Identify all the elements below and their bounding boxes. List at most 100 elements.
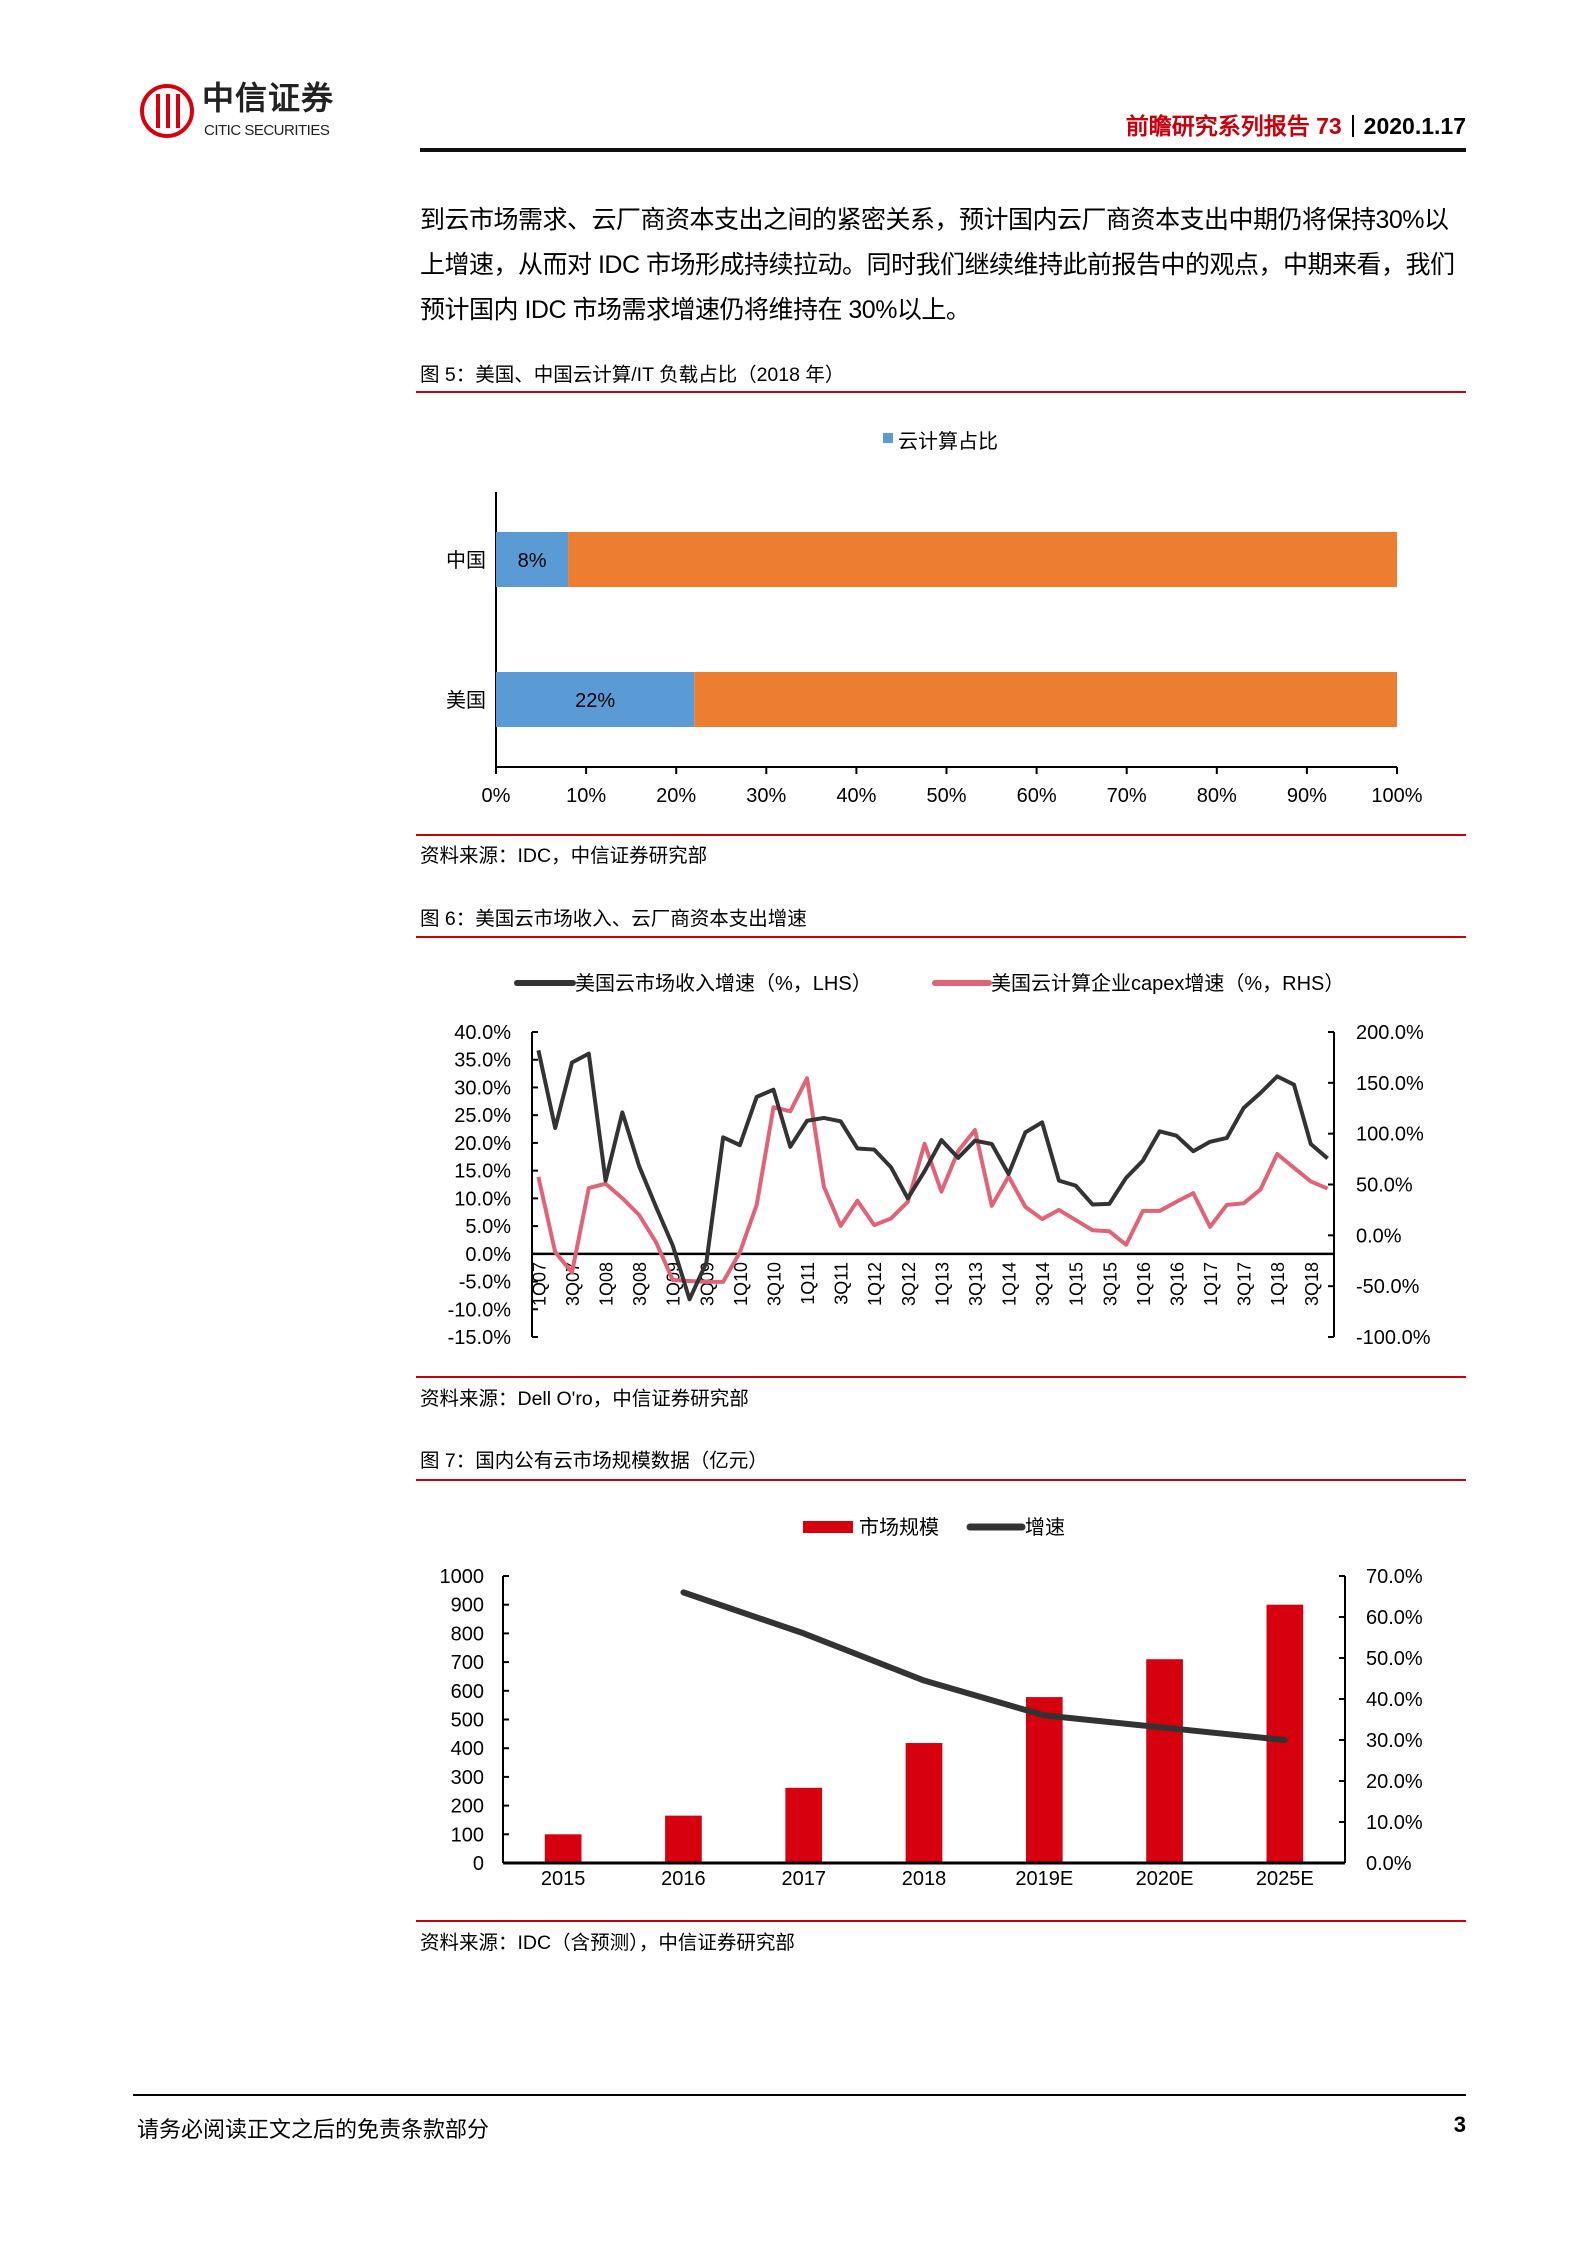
left-y-tick-label: 1000 — [440, 1566, 485, 1588]
legend-label-revenue: 美国云市场收入增速（%，LHS） — [575, 972, 872, 995]
left-y-tick-label: 400 — [451, 1738, 484, 1760]
right-y-tick-label: 50.0% — [1366, 1648, 1423, 1670]
right-y-tick-label: 10.0% — [1366, 1812, 1423, 1834]
data-label: 8% — [518, 550, 547, 572]
left-y-tick-label: 900 — [451, 1595, 484, 1617]
market-size-bar — [1146, 1659, 1183, 1863]
figure6-top-rule — [416, 936, 1466, 938]
x-tick-label: 1Q08 — [597, 1262, 617, 1306]
x-tick-label: 2018 — [902, 1868, 947, 1890]
right-y-tick-label: 20.0% — [1366, 1771, 1423, 1793]
category-label: 中国 — [446, 549, 486, 572]
report-date: 2020.1.17 — [1363, 113, 1466, 139]
left-y-tick-label: -10.0% — [448, 1299, 512, 1321]
figure6-bottom-rule — [416, 1376, 1466, 1378]
x-tick-label: 90% — [1287, 785, 1327, 807]
x-tick-label: 3Q17 — [1235, 1262, 1255, 1306]
series-title: 前瞻研究系列报告 73 — [1125, 113, 1342, 139]
bar-cloud-0 — [496, 532, 569, 587]
x-tick-label: 2015 — [541, 1868, 586, 1890]
left-y-tick-label: 0 — [473, 1853, 484, 1875]
footer-disclaimer: 请务必阅读正文之后的免责条款部分 — [137, 2117, 490, 2142]
x-tick-label: 30% — [746, 785, 786, 807]
x-tick-label: 1Q07 — [529, 1262, 549, 1306]
left-y-tick-label: 30.0% — [454, 1077, 511, 1099]
market-size-bar — [1025, 1697, 1063, 1863]
x-tick-label: 3Q15 — [1100, 1262, 1120, 1306]
revenue-growth-line — [536, 1049, 1329, 1302]
left-y-tick-label: 15.0% — [454, 1161, 511, 1183]
left-y-tick-label: 20.0% — [454, 1133, 511, 1155]
legend-label-size: 市场规模 — [859, 1516, 939, 1539]
x-tick-label: 2020E — [1136, 1868, 1194, 1890]
capex-growth-line — [536, 1076, 1329, 1284]
x-tick-label: 3Q14 — [1033, 1262, 1053, 1306]
x-tick-label: 2025E — [1256, 1868, 1314, 1890]
left-y-tick-label: 800 — [451, 1623, 484, 1645]
growth-line — [680, 1589, 1288, 1743]
right-y-tick-label: 0.0% — [1366, 1853, 1412, 1875]
x-tick-label: 2017 — [781, 1868, 826, 1890]
left-y-tick-label: 700 — [451, 1652, 484, 1674]
right-y-tick-label: 200.0% — [1356, 1022, 1424, 1044]
x-tick-label: 100% — [1371, 785, 1422, 807]
right-y-tick-label: 70.0% — [1366, 1566, 1423, 1588]
left-y-tick-label: 600 — [451, 1681, 484, 1703]
bar-other-0 — [568, 532, 1397, 587]
x-tick-label: 3Q12 — [899, 1262, 919, 1306]
right-y-tick-label: 40.0% — [1366, 1689, 1423, 1711]
left-y-tick-label: 25.0% — [454, 1105, 511, 1127]
x-tick-label: 80% — [1197, 785, 1237, 807]
logo-en: CITIC SECURITIES — [204, 122, 330, 139]
left-y-tick-label: 300 — [451, 1767, 484, 1789]
x-tick-label: 1Q16 — [1134, 1262, 1154, 1306]
left-y-tick-label: -5.0% — [459, 1272, 511, 1294]
x-tick-label: 60% — [1017, 785, 1057, 807]
category-label: 美国 — [446, 689, 486, 712]
figure7-caption: 图 7：国内公有云市场规模数据（亿元） — [420, 1450, 768, 1472]
x-tick-label: 3Q07 — [563, 1262, 583, 1306]
x-tick-label: 3Q11 — [832, 1262, 852, 1305]
legend-label-growth: 增速 — [1025, 1516, 1065, 1539]
body-paragraph: 到云市场需求、云厂商资本支出之间的紧密关系，预计国内云厂商资本支出中期仍将保持3… — [420, 206, 1455, 324]
x-tick-label: 40% — [836, 785, 876, 807]
right-y-tick-label: 100.0% — [1356, 1124, 1424, 1146]
figure5-top-rule — [416, 391, 1466, 393]
x-tick-label: 0% — [482, 785, 511, 807]
left-y-tick-label: 40.0% — [454, 1022, 511, 1044]
footer-rule — [133, 2094, 1466, 2096]
right-y-tick-label: 0.0% — [1356, 1225, 1402, 1247]
citic-logo-icon — [140, 84, 194, 138]
legend-swatch-size — [803, 1521, 853, 1533]
legend-swatch — [883, 433, 893, 443]
x-tick-label: 1Q11 — [798, 1262, 818, 1305]
header-separator — [1351, 115, 1354, 137]
left-y-tick-label: 200 — [451, 1796, 484, 1818]
right-y-tick-label: -100.0% — [1356, 1327, 1431, 1349]
right-y-tick-label: 30.0% — [1366, 1730, 1423, 1752]
x-tick-label: 50% — [926, 785, 966, 807]
right-y-tick-label: -50.0% — [1356, 1276, 1420, 1298]
x-tick-label: 1Q17 — [1201, 1262, 1221, 1306]
figure7-bottom-rule — [416, 1920, 1466, 1922]
x-tick-label: 70% — [1107, 785, 1147, 807]
header-rule — [420, 148, 1466, 152]
x-tick-label: 3Q09 — [697, 1262, 717, 1306]
left-y-tick-label: 10.0% — [454, 1188, 511, 1210]
x-tick-label: 3Q10 — [764, 1262, 784, 1306]
x-tick-label: 3Q18 — [1302, 1262, 1322, 1306]
page-number: 3 — [1453, 2112, 1466, 2137]
legend-label-capex: 美国云计算企业capex增速（%，RHS） — [991, 972, 1344, 995]
report-header: 前瞻研究系列报告 73 2020.1.17 — [1126, 112, 1466, 140]
figure7-top-rule — [416, 1479, 1466, 1481]
x-tick-label: 20% — [656, 785, 696, 807]
figure7-source: 资料来源：IDC（含预测），中信证券研究部 — [420, 1932, 795, 1954]
x-tick-label: 1Q14 — [1000, 1262, 1020, 1306]
figure5-caption: 图 5：美国、中国云计算/IT 负载占比（2018 年） — [420, 364, 845, 386]
x-tick-label: 1Q18 — [1268, 1262, 1288, 1306]
data-label: 22% — [575, 690, 615, 712]
market-size-bar — [785, 1787, 823, 1863]
right-y-tick-label: 150.0% — [1356, 1073, 1424, 1095]
figure6-caption: 图 6：美国云市场收入、云厂商资本支出增速 — [420, 908, 807, 930]
